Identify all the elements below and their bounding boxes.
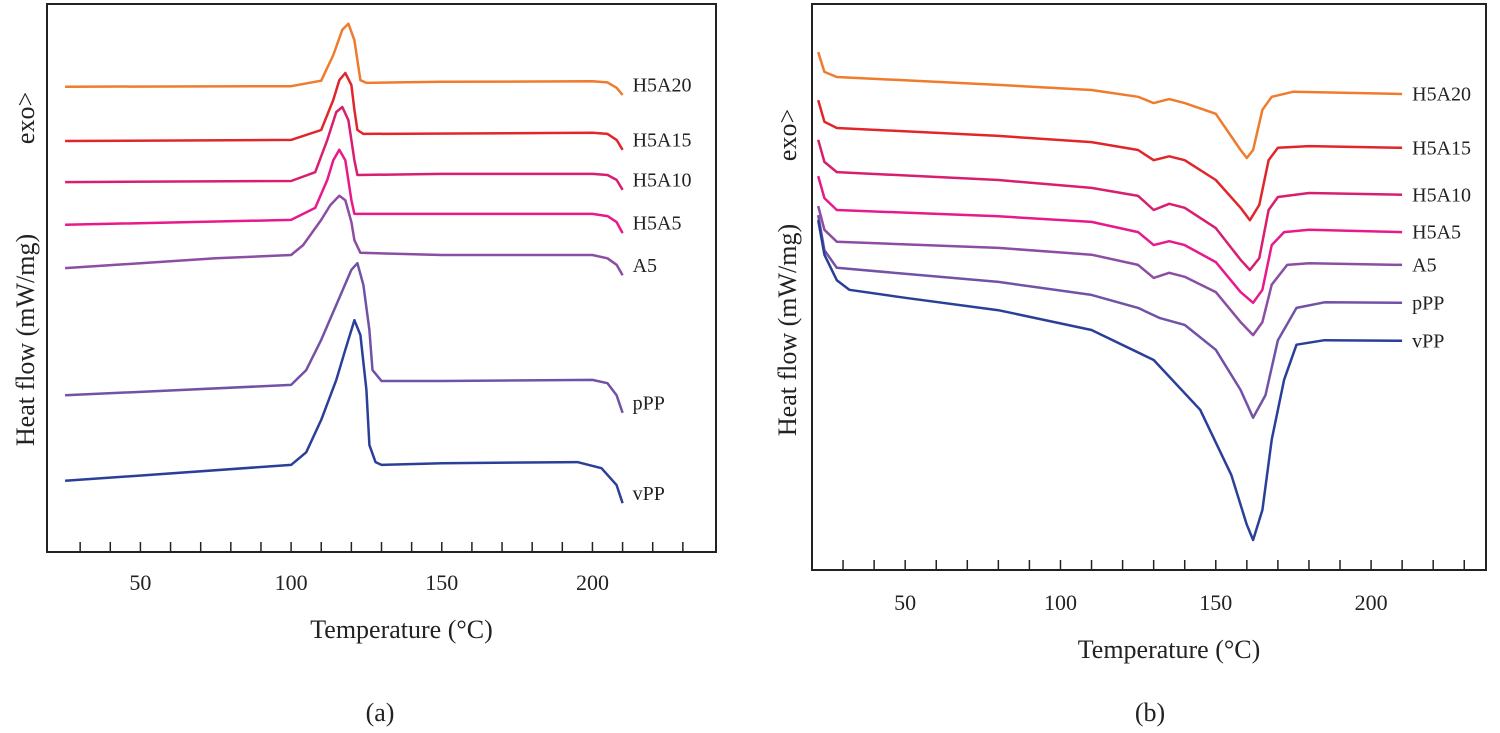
series-label: pPP xyxy=(633,392,665,414)
exo-annotation: exo> xyxy=(11,92,40,144)
series-line xyxy=(65,194,624,276)
series-line xyxy=(65,261,624,414)
series-label: H5A5 xyxy=(633,213,682,235)
series-line xyxy=(816,99,1403,222)
panel-title: (b) xyxy=(1135,698,1165,727)
series-label: vPP xyxy=(1412,330,1444,352)
series-line xyxy=(65,318,624,504)
series-label: H5A20 xyxy=(1412,84,1471,106)
series-line xyxy=(817,51,1403,160)
series-line xyxy=(816,139,1403,272)
x-tick-label: 200 xyxy=(576,570,609,595)
series-label: pPP xyxy=(1412,292,1444,314)
plot-frame xyxy=(811,3,1487,571)
series-line xyxy=(816,219,1403,542)
series-label: H5A10 xyxy=(633,169,692,191)
x-tick-label: 200 xyxy=(1355,590,1388,615)
series-line xyxy=(65,148,624,234)
x-axis-label: Temperature (°C) xyxy=(310,615,493,644)
x-tick-label: 100 xyxy=(1044,590,1077,615)
x-tick-label: 50 xyxy=(894,590,916,615)
x-tick-label: 150 xyxy=(1199,590,1232,615)
series-label: A5 xyxy=(1412,255,1436,277)
series-line xyxy=(816,175,1403,305)
x-tick-label: 100 xyxy=(275,570,308,595)
series-label: H5A20 xyxy=(633,75,692,97)
series-line xyxy=(65,22,624,96)
series-line xyxy=(65,71,624,151)
exo-annotation: exo> xyxy=(773,109,802,161)
series-label: H5A15 xyxy=(633,129,692,151)
x-tick-label: 150 xyxy=(425,570,458,595)
y-axis-label: Heat flow (mW/mg) xyxy=(11,234,40,446)
panel-title: (a) xyxy=(366,698,395,727)
series-label: H5A15 xyxy=(1412,137,1471,159)
series-line xyxy=(65,105,624,191)
x-tick-label: 50 xyxy=(129,570,151,595)
series-label: H5A10 xyxy=(1412,184,1471,206)
series-label: H5A5 xyxy=(1412,222,1461,244)
series-line xyxy=(816,214,1403,419)
series-label: A5 xyxy=(633,255,657,277)
series-label: vPP xyxy=(633,483,665,505)
series-line xyxy=(816,205,1403,337)
y-axis-label: Heat flow (mW/mg) xyxy=(773,224,802,436)
x-axis-label: Temperature (°C) xyxy=(1078,635,1261,664)
